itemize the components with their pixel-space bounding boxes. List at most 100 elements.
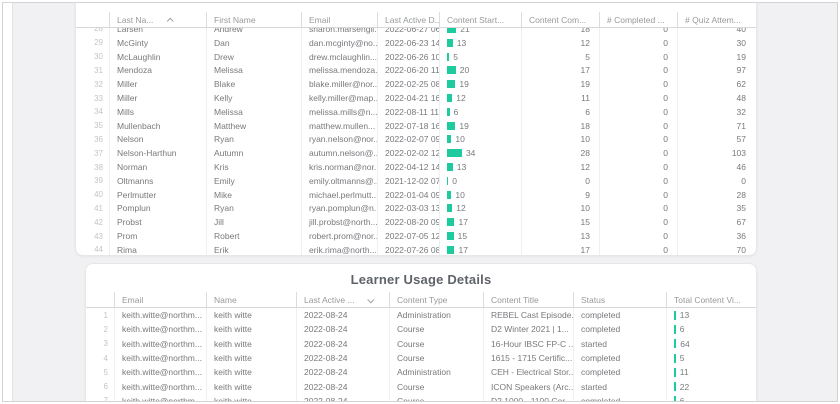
column-header-last-active-d[interactable]: Last Active D... (377, 12, 439, 28)
table-row[interactable]: 5 keith.witte@northm... keith witte 2022-08… (86, 365, 756, 380)
cell-content-started: 19 (439, 118, 521, 133)
cell-row-number: 34 (94, 107, 103, 117)
table-row[interactable]: 35 Mullenbach Matthew matthew.mullen... 2022… (76, 118, 756, 133)
cell-content-type: Course (389, 379, 483, 394)
column-header-first-name[interactable]: First Name (206, 12, 301, 28)
column-header-last-active[interactable]: Last Active ... (296, 292, 389, 308)
column-header-quiz-attem[interactable]: # Quiz Attem... (677, 12, 755, 28)
column-header-content-start[interactable]: Content Start... (439, 12, 521, 28)
cell-num-completed: 0 (599, 173, 677, 188)
cell-content-title: D2 Winter 2021 | 1... (483, 322, 573, 337)
column-header-total-content-vi[interactable]: Total Content Vi... (666, 292, 756, 308)
cell-row-number: 31 (94, 65, 103, 75)
table-row[interactable]: 7 keith.witte@northm... keith witte 2022-08… (86, 393, 756, 402)
cell-last-name: Nelson (109, 132, 206, 147)
cell-num-completed: 0 (599, 146, 677, 161)
table-row[interactable]: 3 keith.witte@northm... keith witte 2022-08… (86, 336, 756, 351)
table-row[interactable]: 32 Miller Blake blake.miller@nor... 2022-02-… (76, 77, 756, 92)
cell-row-number: 28 (94, 28, 103, 34)
cell-content-started: 19 (439, 77, 521, 92)
column-header-email[interactable]: Email (301, 12, 377, 28)
column-header-label: Content Com... (529, 14, 587, 25)
table-row[interactable]: 44 Rima Erik erik.rima@north... 2022-07-26 0… (76, 242, 756, 255)
cell-content-type: Course (389, 393, 483, 401)
cell-quiz-attempts: 103 (677, 146, 755, 161)
column-header-status[interactable]: Status (573, 292, 666, 308)
cell-email: keith.witte@northm... (114, 365, 206, 380)
cell-content-started: 17 (439, 242, 521, 255)
value-bar (447, 121, 456, 130)
cell-num-completed: 0 (599, 201, 677, 216)
cell-quiz-attempts: 40 (677, 28, 755, 36)
table-row[interactable]: 1 keith.witte@northm... keith witte 2022-08… (86, 308, 756, 323)
cell-content-started-value: 10 (455, 134, 465, 145)
table-row[interactable]: 31 Mendoza Melissa melissa.mendoza... 2022-0… (76, 63, 756, 78)
table-row[interactable]: 30 McLaughlin Drew drew.mclaughlin... 2022-0… (76, 49, 756, 64)
value-bar (674, 353, 676, 363)
value-bar (674, 382, 676, 392)
cell-last-name: Nelson-Harthun (109, 146, 206, 161)
cell-last-name: McGinty (109, 36, 206, 50)
cell-content-completed: 6 (521, 104, 599, 119)
value-bar (447, 80, 456, 89)
cell-num-completed: 0 (599, 160, 677, 174)
table-row[interactable]: 34 Mills Melissa melissa.mills@n... 2022-08-… (76, 104, 756, 119)
sort-desc-icon (366, 295, 374, 303)
cell-email: sharon.marsengil... (301, 28, 377, 36)
column-header-completed[interactable]: # Completed ... (599, 12, 677, 28)
table-row[interactable]: 42 Probst Jill jill.probst@north... 2022-08-… (76, 215, 756, 230)
cell-content-started-value: 21 (460, 28, 470, 34)
cell-email: autumn.nelson@... (301, 146, 377, 161)
cell-content-completed: 18 (521, 28, 599, 36)
learner-usage-overview-card: Learner Usage Overviewi Last Na...First … (75, 3, 757, 256)
table-row[interactable]: 39 Oltmanns Emily emily.oltmanns@... 2021-12… (76, 173, 756, 188)
table-row[interactable]: 28 Larsen Andrew sharon.marsengil... 2022-06… (76, 28, 756, 36)
column-header-content-com[interactable]: Content Com... (521, 12, 599, 28)
cell-content-type: Administration (389, 365, 483, 380)
column-header-email[interactable]: Email (114, 292, 206, 308)
details-rows: 1 keith.witte@northm... keith witte 2022-08… (86, 308, 756, 402)
cell-first-name: Ryan (206, 132, 301, 147)
cell-row-number: 7 (103, 396, 108, 402)
table-row[interactable]: 2 keith.witte@northm... keith witte 2022-08… (86, 322, 756, 337)
table-row[interactable]: 29 McGinty Dan dan.mcginty@no... 2022-06-23 … (76, 36, 756, 50)
column-header-label: Total Content Vi... (674, 294, 741, 305)
cell-email: blake.miller@nor... (301, 77, 377, 92)
cell-content-started-value: 20 (459, 65, 470, 76)
cell-total-content-views-value: 13 (679, 310, 690, 321)
table-row[interactable]: 38 Norman Kris kris.norman@nor... 2022-04-12… (76, 160, 756, 174)
table-row[interactable]: 41 Pomplun Ryan ryan.pomplun@n... 2022-03-03… (76, 201, 756, 216)
cell-last-active: 2022-01-04 09:... (377, 187, 439, 202)
table-row[interactable]: 43 Prom Robert robert.prom@nor... 2022-07-05… (76, 229, 756, 243)
column-header-last-na[interactable]: Last Na... (109, 12, 206, 28)
cell-total-content-views-value: 64 (680, 338, 690, 349)
cell-status: completed (573, 350, 666, 366)
table-row[interactable]: 6 keith.witte@northm... keith witte 2022-08… (86, 379, 756, 394)
column-header-label: Status (581, 294, 606, 305)
cell-total-content-views: 22 (666, 379, 756, 394)
cell-quiz-attempts: 67 (677, 215, 755, 230)
cell-content-completed: 15 (521, 215, 599, 230)
table-row[interactable]: 40 Perlmutter Mike michael.perlmutt... 2022-… (76, 187, 756, 202)
column-header-content-type[interactable]: Content Type (389, 292, 483, 308)
cell-row-number: 36 (94, 134, 103, 144)
table-row[interactable]: 36 Nelson Ryan ryan.nelson@nor... 2022-02-07… (76, 132, 756, 147)
cell-num-completed: 0 (599, 187, 677, 202)
table-row[interactable]: 33 Miller Kelly kelly.miller@map... 2022-04-… (76, 91, 756, 105)
cell-name: keith witte (206, 393, 296, 401)
table-row[interactable]: 4 keith.witte@northm... keith witte 2022-08… (86, 350, 756, 366)
cell-first-name: Kris (206, 160, 301, 174)
overview-partial-row-clip: 28 Larsen Andrew sharon.marsengil... 2022-06… (76, 28, 756, 36)
cell-quiz-attempts: 57 (677, 132, 755, 147)
cell-num-completed: 0 (599, 36, 677, 50)
column-header-name[interactable]: Name (206, 292, 296, 308)
column-header-content-title[interactable]: Content Title (483, 292, 573, 308)
cell-email: keith.witte@northm... (114, 322, 206, 337)
table-row[interactable]: 37 Nelson-Harthun Autumn autumn.nelson@... 2… (76, 146, 756, 161)
cell-num-completed: 0 (599, 77, 677, 92)
cell-content-completed: 13 (521, 229, 599, 243)
cell-last-active: 2022-02-07 09:... (377, 132, 439, 147)
cell-last-name: Mendoza (109, 63, 206, 78)
cell-total-content-views: 64 (666, 336, 756, 351)
value-bar (674, 367, 676, 377)
